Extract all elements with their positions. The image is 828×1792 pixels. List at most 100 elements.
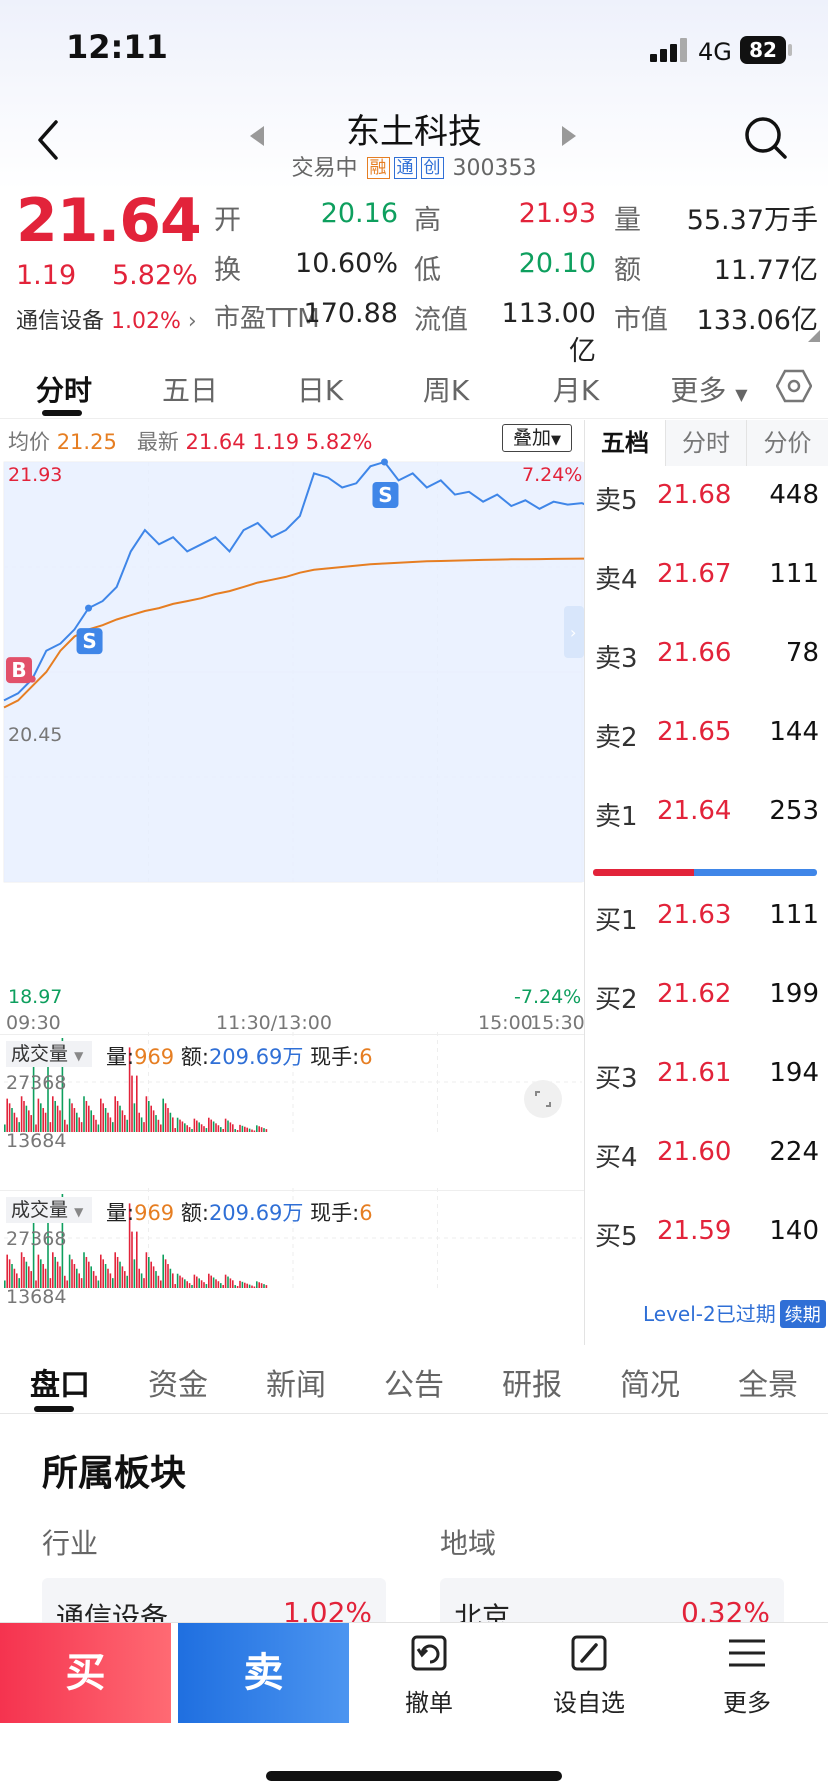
bid-level-row[interactable]: 买1 21.63 111: [585, 900, 828, 940]
tab-monthly-k[interactable]: 月K: [552, 374, 600, 407]
volume-bar: [112, 1122, 114, 1132]
volume-bar: [76, 1268, 78, 1288]
volume-bar: [100, 1098, 102, 1132]
last-price: 21.64: [16, 186, 202, 256]
chart-legend: 均价 21.25 最新 21.64 1.19 5.82%: [8, 426, 373, 456]
search-icon[interactable]: [744, 116, 788, 162]
volume-bar: [162, 1098, 164, 1132]
level-price: 21.63: [657, 900, 732, 930]
bid-level-row[interactable]: 买4 21.60 224: [585, 1137, 828, 1177]
ask-level-row[interactable]: 卖1 21.64 253: [585, 796, 828, 836]
more-button[interactable]: 更多: [692, 1633, 802, 1718]
level-price: 21.61: [657, 1058, 732, 1088]
volume-bars-2: [4, 1188, 582, 1288]
sector-link[interactable]: 通信设备 1.02% ›: [16, 303, 197, 335]
settings-hexagon-icon[interactable]: [776, 369, 812, 403]
volume-bar: [172, 1273, 174, 1288]
marker-s-label: S: [378, 483, 392, 507]
add-watchlist-button[interactable]: 设自选: [534, 1633, 644, 1718]
level-volume: 224: [769, 1137, 819, 1167]
corner-expand-icon[interactable]: [808, 330, 820, 342]
tab-daily-k[interactable]: 日K: [296, 374, 344, 407]
tab-news[interactable]: 新闻: [266, 1368, 326, 1403]
tab-panorama[interactable]: 全景: [738, 1368, 798, 1403]
vol-value: 969: [134, 1045, 175, 1069]
intraday-chart[interactable]: B S S ›: [0, 420, 584, 1345]
tab-more[interactable]: 更多 ▼: [654, 369, 764, 409]
volume-bar: [4, 1280, 6, 1288]
open-label: 开: [214, 205, 241, 236]
tab-five-levels[interactable]: 五档: [585, 420, 666, 466]
tab-weekly-k[interactable]: 周K: [422, 374, 470, 407]
tab-funds[interactable]: 资金: [148, 1368, 208, 1403]
bid-level-row[interactable]: 买5 21.59 140: [585, 1216, 828, 1256]
volume-bar: [184, 1123, 186, 1132]
volume-bar: [107, 1112, 109, 1132]
volume-bars-1: [4, 1032, 582, 1132]
menu-icon: [729, 1639, 765, 1667]
tab-profile[interactable]: 简况: [620, 1368, 680, 1403]
volume-bar: [102, 1259, 104, 1288]
renew-button[interactable]: 续期: [779, 1300, 826, 1328]
sector-pct: 1.02%: [111, 309, 181, 334]
ask-level-row[interactable]: 卖2 21.65 144: [585, 717, 828, 757]
bid-level-row[interactable]: 买2 21.62 199: [585, 979, 828, 1019]
volume-bar: [167, 1108, 169, 1132]
volume-bar: [241, 1281, 244, 1288]
cancel-order-button[interactable]: 撤单: [374, 1633, 484, 1718]
bid-level-row[interactable]: 买3 21.61 194: [585, 1058, 828, 1098]
fullscreen-button[interactable]: [524, 1080, 562, 1118]
volume-selector-2[interactable]: 成交量 ▼: [6, 1197, 92, 1223]
volume-bar: [232, 1280, 234, 1288]
volume-bar: [90, 1110, 92, 1132]
volume-bar: [150, 1261, 152, 1288]
tab-intraday[interactable]: 分时: [35, 374, 92, 407]
tab-announcements[interactable]: 公告: [384, 1368, 444, 1403]
tab-price-volume[interactable]: 分价: [747, 420, 828, 466]
chevron-right-icon: ›: [187, 309, 197, 334]
edit-icon: [571, 1635, 607, 1671]
y-mid-label: 20.45: [8, 724, 63, 746]
volume-bar: [88, 1261, 90, 1288]
prev-stock-icon[interactable]: [250, 126, 266, 146]
volume-bar: [148, 1256, 150, 1288]
volume-bar: [186, 1125, 188, 1132]
tab-handicap[interactable]: 盘口: [30, 1368, 90, 1403]
volume-bar: [145, 1252, 148, 1288]
vol-max-label-1: 27368: [6, 1072, 67, 1094]
order-book-tabs: 五档 分时 分价: [585, 420, 828, 466]
side-panel-toggle: [564, 606, 584, 658]
volume-bar: [52, 1096, 54, 1132]
ask-level-row[interactable]: 卖4 21.67 111: [585, 559, 828, 599]
volume-bar: [20, 1096, 23, 1132]
volume-bar: [83, 1252, 85, 1288]
sell-button[interactable]: 卖: [178, 1623, 349, 1723]
volume-bar: [167, 1264, 169, 1288]
volume-selector-1[interactable]: 成交量 ▼: [6, 1041, 92, 1067]
volume-bar: [42, 1264, 44, 1288]
pct-low-label: -7.24%: [514, 986, 582, 1008]
back-icon[interactable]: [36, 118, 62, 162]
volume-header-1: 成交量 ▼ 量:969 额:209.69万 现手:6: [0, 1034, 584, 1072]
volume-bar: [104, 1264, 107, 1288]
volume-bar: [42, 1108, 44, 1132]
volume-bar: [260, 1127, 263, 1132]
volume-bar: [30, 1115, 32, 1132]
next-stock-icon[interactable]: [562, 126, 578, 146]
tab-five-day[interactable]: 五日: [161, 374, 218, 407]
volume-bar: [16, 1273, 18, 1288]
tab-research[interactable]: 研报: [502, 1368, 562, 1403]
volume-bar: [169, 1268, 172, 1288]
buy-button[interactable]: 买: [0, 1623, 171, 1723]
ask-level-row[interactable]: 卖3 21.66 78: [585, 638, 828, 678]
tab-ticks[interactable]: 分时: [666, 420, 747, 466]
volume-bar: [128, 1203, 131, 1288]
overlay-button[interactable]: 叠加▼: [502, 424, 572, 452]
level-volume: 253: [769, 796, 819, 826]
volume-bar: [251, 1285, 253, 1288]
ask-level-row[interactable]: 卖5 21.68 448: [585, 480, 828, 520]
volume-bar: [13, 1268, 16, 1288]
volume-bar: [47, 1061, 49, 1132]
volume-bar: [188, 1283, 191, 1288]
volume-bar: [116, 1100, 119, 1132]
